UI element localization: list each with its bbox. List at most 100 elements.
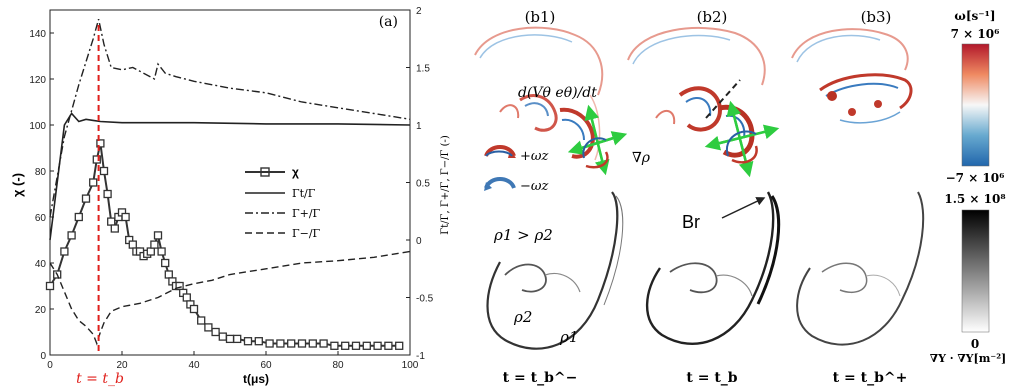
colorbar-bottom-label: ∇Y · ∇Y[m⁻²] xyxy=(930,352,1006,365)
y-left-tick-label: 140 xyxy=(29,29,46,40)
x-tick-label: 40 xyxy=(188,360,200,371)
panel-title-b3: (b3) xyxy=(861,8,892,26)
chi-point xyxy=(373,341,382,350)
chi-point xyxy=(351,341,361,350)
colorbar-top-min: −7 × 10⁶ xyxy=(946,171,1005,185)
chi-point xyxy=(45,281,55,291)
x-tick-label: 80 xyxy=(332,360,344,371)
chi-point xyxy=(89,178,98,187)
plot-frame xyxy=(49,9,411,356)
chi-point xyxy=(297,339,307,348)
panel-title-b1: (b1) xyxy=(525,8,556,26)
chi-point xyxy=(164,270,173,279)
chi-point xyxy=(308,339,317,348)
chi-point xyxy=(341,341,350,350)
legend-label-chi: χ xyxy=(292,165,299,179)
time-label-b3: t = t_b^+ xyxy=(833,370,908,386)
chi-point xyxy=(182,293,191,302)
x-axis-label: t(μs) xyxy=(243,372,269,386)
chi-point xyxy=(67,231,76,240)
time-label-b2: t = t_b xyxy=(686,370,737,386)
colorbar-density-gradient: 1.5 × 10⁸ 0 ∇Y · ∇Y[m⁻²] xyxy=(930,192,1006,365)
density-gradient-field-b3 xyxy=(796,191,925,346)
annotation-plus-omega: +ωz xyxy=(520,149,548,164)
legend: χ Γt/Γ Γ+/Γ Γ−/Γ xyxy=(245,165,321,240)
colorbar-top-label: ω[s⁻¹] xyxy=(954,9,995,23)
chi-point xyxy=(161,258,170,268)
chi-point xyxy=(74,212,83,222)
series-line-3 xyxy=(49,250,411,346)
chi-point xyxy=(150,240,159,249)
chi-point xyxy=(197,316,206,325)
y-left-tick-label: 20 xyxy=(35,305,47,316)
chi-point xyxy=(211,327,220,337)
chi-point xyxy=(362,341,371,350)
y-right-tick-label: 0.5 xyxy=(416,179,430,190)
chi-point xyxy=(60,247,69,256)
y-right-tick-label: 1 xyxy=(416,121,422,132)
time-label-b1: t = t_b^− xyxy=(503,370,578,386)
chi-point xyxy=(395,341,404,350)
x-tick-label: 20 xyxy=(116,360,128,371)
chi-point xyxy=(254,337,263,346)
vorticity-field-b3 xyxy=(791,28,913,124)
x-axis-ticks: 0 20 40 60 80 100 xyxy=(47,351,419,371)
legend-swatch-chi-marker xyxy=(260,167,270,177)
colorbar-vorticity: ω[s⁻¹] 7 × 10⁶ −7 × 10⁶ xyxy=(946,9,1005,185)
legend-label-gamma-minus: Γ−/Γ xyxy=(292,227,321,240)
annotation-ddt: d(Vθ eθ)/dt xyxy=(518,85,597,101)
annotation-br: Br xyxy=(682,212,700,232)
y-left-tick-label: 60 xyxy=(35,213,47,224)
chi-point xyxy=(146,247,155,256)
x-tick-label: 100 xyxy=(402,360,419,371)
x-tick-label: 60 xyxy=(260,360,272,371)
y-right-tick-label: 0 xyxy=(416,236,422,247)
chi-point xyxy=(218,332,227,341)
vector-schematic-b2 xyxy=(704,79,780,178)
chi-point xyxy=(319,339,328,348)
y-left-tick-label: 120 xyxy=(29,75,46,86)
y-left-tick-label: 40 xyxy=(35,259,47,270)
chi-point xyxy=(225,334,235,344)
y-right-tick-label: 2 xyxy=(416,6,422,17)
chi-point xyxy=(384,341,393,350)
y-right-tick-label: -1 xyxy=(416,351,425,362)
y-right-axis-label: Γt/Γ, Γ+/Γ, Γ−/Γ (-) xyxy=(440,135,451,235)
chi-point xyxy=(92,155,101,164)
colorbar-top-max: 7 × 10⁶ xyxy=(951,27,1000,41)
chi-point xyxy=(110,224,119,233)
chi-point xyxy=(99,166,109,176)
panel-title-b2: (b2) xyxy=(697,8,728,26)
density-gradient-field-b1: ρ1 > ρ2 ρ2 ρ1 xyxy=(486,191,624,350)
annotation-rho1: ρ1 xyxy=(559,328,578,346)
chi-point xyxy=(330,341,339,350)
vorticity-sign-legend: +ωz −ωz xyxy=(484,145,548,194)
chi-point xyxy=(121,212,130,222)
y-left-tick-label: 0 xyxy=(40,351,46,362)
chi-point xyxy=(265,339,274,348)
y-left-tick-label: 100 xyxy=(29,121,46,132)
chi-point xyxy=(189,304,199,314)
panel-b-titles: (b1) (b2) (b3) xyxy=(525,8,892,26)
vector-schematic-b1: d(Vθ eθ)/dt ∇ρ xyxy=(518,85,651,176)
chi-point xyxy=(204,323,213,332)
marker-label: t = t_b xyxy=(76,371,124,387)
series-line-1 xyxy=(49,112,411,241)
y-right-tick-label: -0.5 xyxy=(416,294,434,305)
y-right-tick-label: 1.5 xyxy=(416,64,430,75)
series-line-2 xyxy=(49,19,411,218)
chi-point xyxy=(96,139,105,148)
legend-label-gamma-t: Γt/Γ xyxy=(292,187,316,200)
y-left-tick-label: 80 xyxy=(35,167,47,178)
annotation-rho2: ρ2 xyxy=(513,308,532,326)
annotation-rho-ineq: ρ1 > ρ2 xyxy=(493,226,553,244)
chi-point xyxy=(107,217,116,226)
chi-point xyxy=(103,189,112,199)
y-left-axis-label: χ (-) xyxy=(10,173,25,197)
annotation-minus-omega: −ωz xyxy=(520,179,548,194)
density-gradient-field-b2: Br xyxy=(645,191,781,345)
colorbar-top-gradient xyxy=(961,43,990,167)
legend-label-gamma-plus: Γ+/Γ xyxy=(292,207,321,220)
